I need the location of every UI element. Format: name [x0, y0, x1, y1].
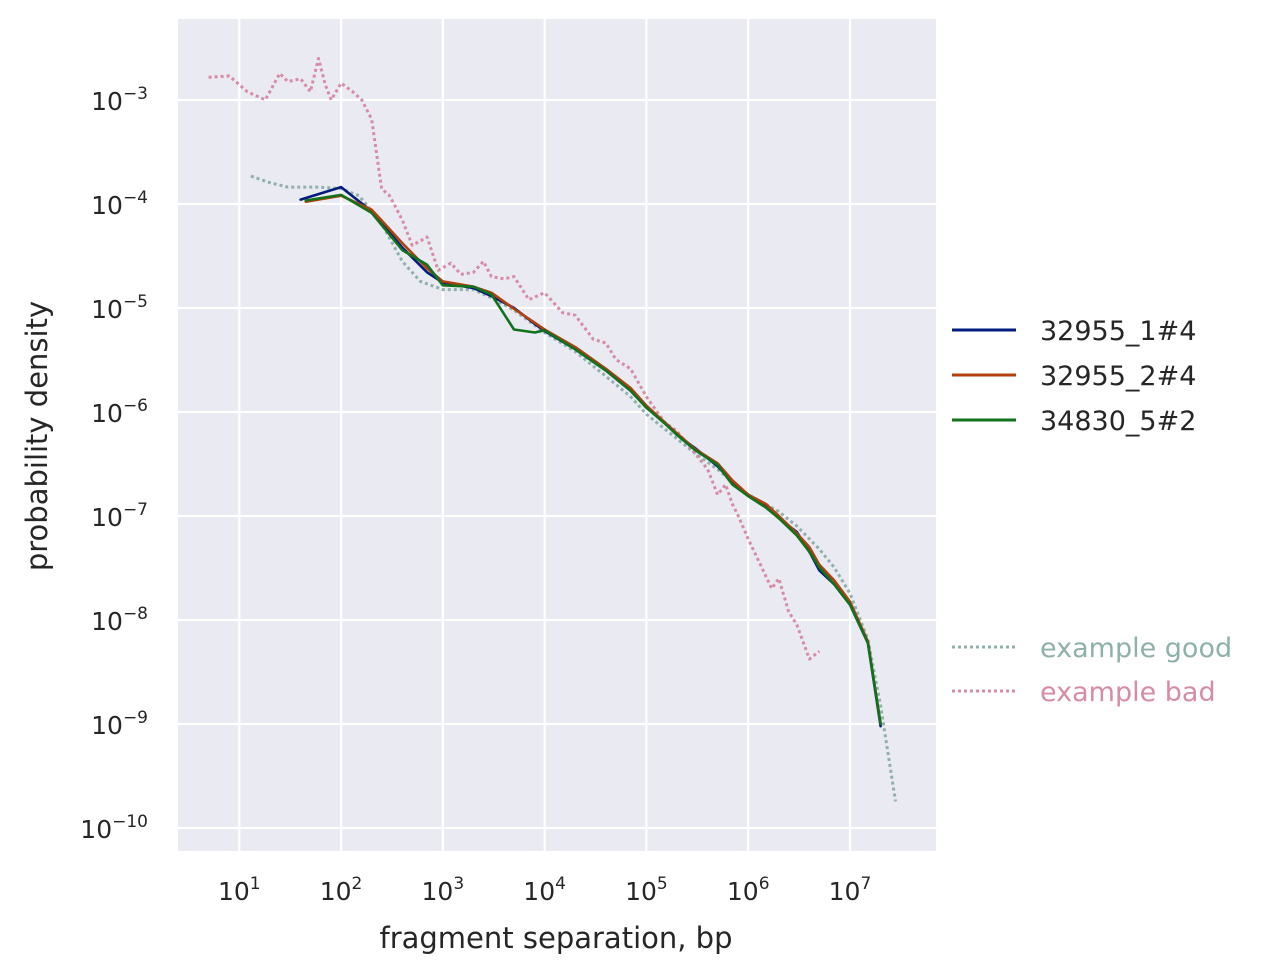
x-tick-base: 10: [727, 877, 759, 906]
series-line-example-good: [250, 174, 897, 802]
y-tick-label: 10−7: [91, 500, 148, 532]
x-tick-exponent: 2: [352, 874, 363, 894]
x-tick-label: 105: [625, 874, 668, 906]
y-tick-exponent: −9: [123, 708, 148, 728]
y-tick-exponent: −8: [123, 604, 148, 624]
series-line-34830-5-2: [304, 193, 882, 726]
y-tick-base: 10: [80, 815, 112, 844]
y-axis-ticks: 10−310−410−510−610−710−810−910−10: [80, 84, 148, 844]
y-tick-base: 10: [91, 191, 123, 220]
y-tick-label: 10−9: [91, 708, 148, 740]
y-tick-exponent: −10: [112, 812, 148, 832]
x-axis-ticks: 101 102 103 104 105 106 107: [218, 874, 871, 906]
x-tick-base: 10: [625, 877, 657, 906]
x-tick-label: 106: [727, 874, 770, 906]
plot-area-background: [178, 19, 936, 851]
x-tick-exponent: 3: [453, 874, 464, 894]
x-tick-label: 103: [422, 874, 465, 906]
x-tick-exponent: 4: [555, 874, 566, 894]
y-tick-base: 10: [91, 607, 123, 636]
x-tick-exponent: 5: [657, 874, 668, 894]
series-line-example-bad: [208, 57, 821, 661]
legend-label: 32955_1#4: [1040, 316, 1196, 347]
y-tick-label: 10−8: [91, 604, 148, 636]
y-tick-exponent: −7: [123, 500, 148, 520]
x-tick-base: 10: [218, 877, 250, 906]
y-tick-label: 10−6: [91, 396, 148, 428]
y-tick-base: 10: [91, 711, 123, 740]
legend-label: example good: [1040, 633, 1232, 664]
legend-label: 34830_5#2: [1040, 406, 1196, 437]
y-tick-exponent: −6: [123, 396, 148, 416]
x-tick-exponent: 7: [860, 874, 871, 894]
y-tick-exponent: −3: [123, 84, 148, 104]
y-tick-base: 10: [91, 503, 123, 532]
y-tick-exponent: −4: [123, 188, 148, 208]
x-tick-base: 10: [320, 877, 352, 906]
x-tick-exponent: 1: [250, 874, 261, 894]
y-tick-exponent: −5: [123, 292, 148, 312]
legend-label: 32955_2#4: [1040, 361, 1196, 392]
y-tick-label: 10−4: [91, 188, 148, 220]
legend-label: example bad: [1040, 677, 1216, 708]
x-tick-base: 10: [829, 877, 861, 906]
y-tick-base: 10: [91, 399, 123, 428]
x-tick-base: 10: [422, 877, 454, 906]
y-tick-label: 10−10: [80, 812, 148, 844]
y-tick-label: 10−5: [91, 292, 148, 324]
y-axis-label: probability density: [20, 301, 54, 571]
x-tick-base: 10: [523, 877, 555, 906]
x-tick-label: 101: [218, 874, 261, 906]
grid-lines: [178, 19, 936, 851]
x-tick-label: 102: [320, 874, 363, 906]
x-axis-label: fragment separation, bp: [380, 921, 733, 955]
x-tick-label: 104: [523, 874, 566, 906]
y-tick-label: 10−3: [91, 84, 148, 116]
series-layer: [208, 57, 897, 802]
y-tick-base: 10: [91, 295, 123, 324]
y-tick-base: 10: [91, 87, 123, 116]
x-tick-label: 107: [829, 874, 872, 906]
x-tick-exponent: 6: [759, 874, 770, 894]
